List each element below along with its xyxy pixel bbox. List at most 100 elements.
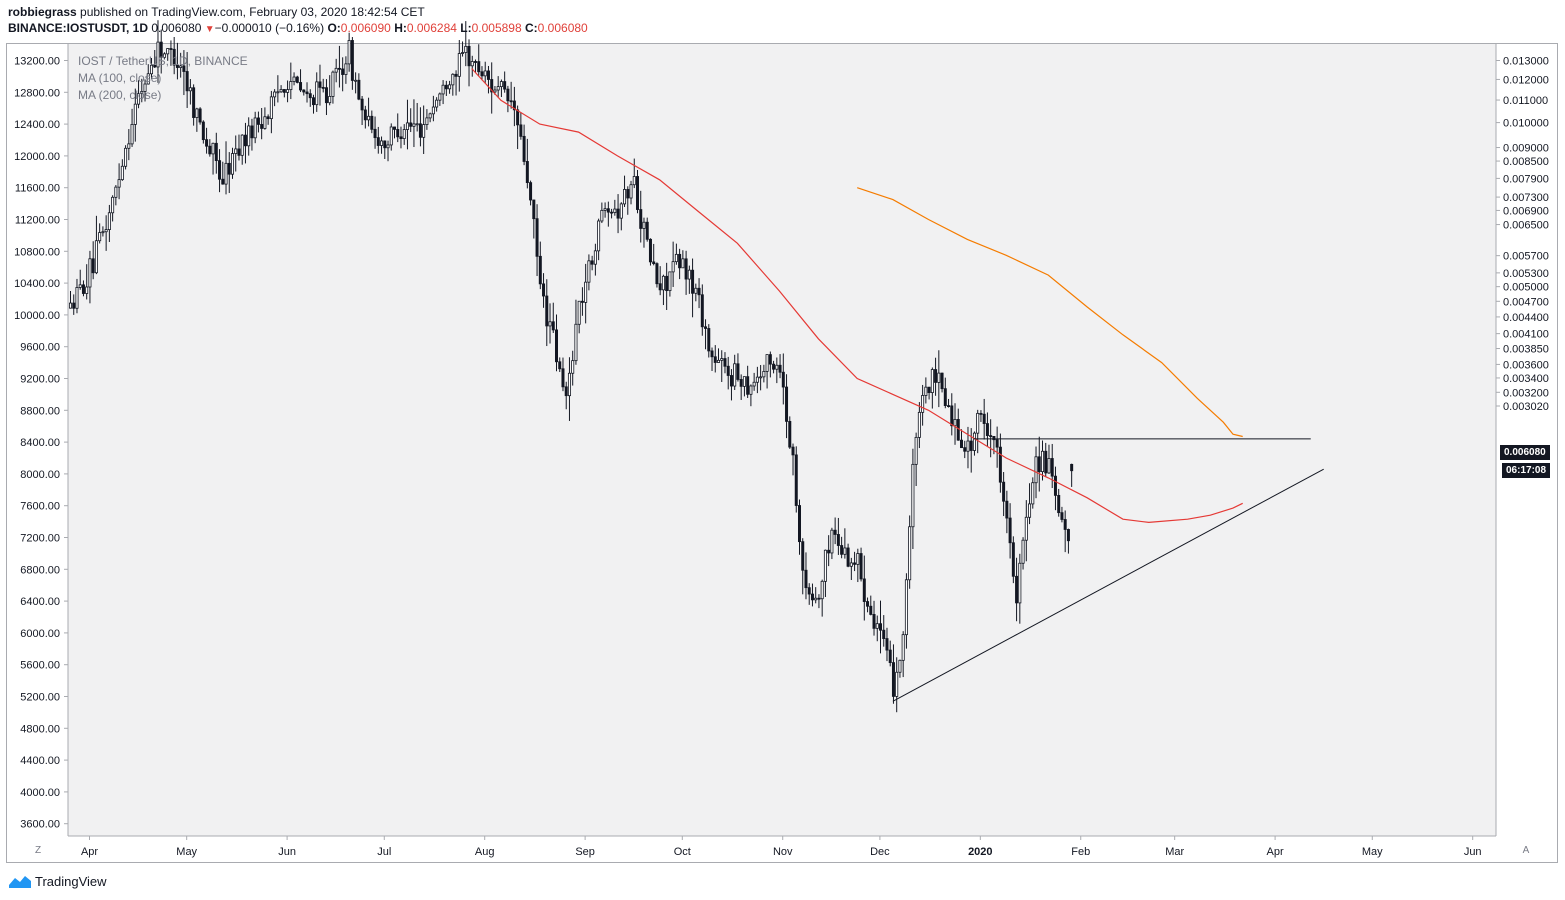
candle-body xyxy=(260,124,264,129)
left-axis-tick-label: 7200.00 xyxy=(20,533,60,545)
candle-body xyxy=(807,587,811,595)
candle-body xyxy=(273,91,277,98)
candle-body xyxy=(1005,500,1009,519)
candle-body xyxy=(665,275,669,292)
left-axis-tick-label: 9200.00 xyxy=(20,374,60,386)
candle-body xyxy=(707,328,711,352)
left-axis-tick-label: 3600.00 xyxy=(20,819,60,831)
candle-body xyxy=(172,48,176,66)
candle-body xyxy=(98,232,102,242)
candle-body xyxy=(78,284,82,288)
candle-body xyxy=(205,139,209,147)
candle-body xyxy=(723,358,727,367)
right-axis-tick-label: 0.004700 xyxy=(1503,296,1549,308)
time-axis-label: Feb xyxy=(1071,846,1090,858)
candle-body xyxy=(282,89,286,93)
candle-body xyxy=(243,134,247,147)
left-axis-tick-label: 11600.00 xyxy=(15,183,60,195)
footer-branding[interactable]: TradingView xyxy=(8,873,107,889)
author-name[interactable]: robbiegrass xyxy=(8,5,77,19)
publish-line: robbiegrass published on TradingView.com… xyxy=(8,5,588,20)
left-axis-tick-label: 9600.00 xyxy=(20,342,60,354)
left-axis-tick-label: 10400.00 xyxy=(14,278,60,290)
time-axis-label: May xyxy=(1362,846,1383,858)
candle-body xyxy=(908,526,912,581)
candle-body xyxy=(195,108,199,118)
candle-body xyxy=(720,358,724,361)
left-axis-tick-label: 4000.00 xyxy=(20,787,60,799)
candle-body xyxy=(717,359,721,363)
candle-body xyxy=(927,386,931,393)
candle-body xyxy=(846,547,850,567)
candle-body xyxy=(101,231,105,234)
right-axis-tick-label: 0.003400 xyxy=(1503,373,1549,385)
left-axis-tick-label: 8800.00 xyxy=(20,405,60,417)
publish-info: published on TradingView.com, February 0… xyxy=(76,5,425,19)
candle-body xyxy=(742,376,746,387)
candle-body xyxy=(613,208,617,213)
legend-ma200[interactable]: MA (200, close) xyxy=(78,88,162,102)
right-axis-tick-label: 0.003200 xyxy=(1503,387,1549,399)
right-axis-tick-label: 0.004100 xyxy=(1503,329,1549,341)
open-label: O: xyxy=(327,21,341,35)
time-axis[interactable]: Apr May Jun Jul Aug Sep Oct Nov Dec 2020 Feb Mar Apr… xyxy=(68,835,1496,858)
candle-body xyxy=(548,321,552,327)
candle-body xyxy=(1034,456,1038,484)
candle-body xyxy=(192,87,196,118)
candle-body xyxy=(318,81,322,88)
auto-scale-button[interactable]: A xyxy=(1522,845,1530,856)
candle-body xyxy=(315,81,319,106)
candle-body xyxy=(127,143,131,149)
ohlc-line: BINANCE:IOSTUSDT, 1D 0.006080 ▼−0.000010… xyxy=(8,21,588,37)
candle-body xyxy=(1031,482,1035,505)
candle-body xyxy=(305,91,309,95)
candle-body xyxy=(321,86,325,89)
candle-body xyxy=(1066,529,1070,542)
candle-body xyxy=(785,386,789,422)
candle-body xyxy=(940,372,944,390)
candle-body xyxy=(960,439,964,449)
last-price: 0.006080 xyxy=(151,21,202,35)
left-price-axis[interactable]: 13200.00 12800.00 12400.00 12000.00 11600.00… xyxy=(14,44,69,836)
candle-body xyxy=(934,369,938,383)
candle-body xyxy=(833,529,837,535)
left-scale-button[interactable]: Z xyxy=(34,845,42,856)
candle-body xyxy=(169,48,173,50)
candle-body xyxy=(480,71,484,77)
candle-body xyxy=(473,61,477,63)
candle-body xyxy=(866,601,870,607)
candle-body xyxy=(224,162,228,185)
candle-body xyxy=(930,369,934,393)
legend-ma100[interactable]: MA (100, close) xyxy=(78,71,162,85)
candle-body xyxy=(843,547,847,555)
candle-body xyxy=(94,240,98,274)
candle-body xyxy=(558,361,562,370)
candle-body xyxy=(733,363,737,387)
legend-series-title[interactable]: IOST / TetherUS, 1D, BINANCE xyxy=(78,54,248,68)
left-axis-tick-label: 12000.00 xyxy=(14,151,60,163)
plot-area[interactable] xyxy=(68,44,1496,836)
right-price-axis[interactable]: 0.013000 0.012000 0.011000 0.010000 0.009000… xyxy=(1495,44,1549,836)
candle-body xyxy=(830,529,834,554)
time-axis-label: May xyxy=(176,846,197,858)
candle-body xyxy=(182,65,186,72)
candle-body xyxy=(1041,450,1045,473)
candle-body xyxy=(1044,450,1048,474)
candle-body xyxy=(140,91,144,94)
candle-body xyxy=(522,135,526,162)
candle-body xyxy=(166,48,170,55)
candle-body xyxy=(966,440,970,452)
chart-legend: IOST / TetherUS, 1D, BINANCE MA (100, cl… xyxy=(78,53,248,104)
candle-body xyxy=(117,179,121,188)
candle-body xyxy=(691,269,695,294)
candle-body xyxy=(493,89,497,93)
candle-body xyxy=(509,100,513,103)
candle-body xyxy=(201,121,205,141)
candle-body xyxy=(603,208,607,211)
candle-body xyxy=(626,189,630,199)
candle-body xyxy=(211,142,215,155)
right-axis-tick-label: 0.012000 xyxy=(1503,74,1549,86)
candle-body xyxy=(600,209,604,222)
candle-body xyxy=(111,196,115,214)
candle-body xyxy=(629,184,633,199)
